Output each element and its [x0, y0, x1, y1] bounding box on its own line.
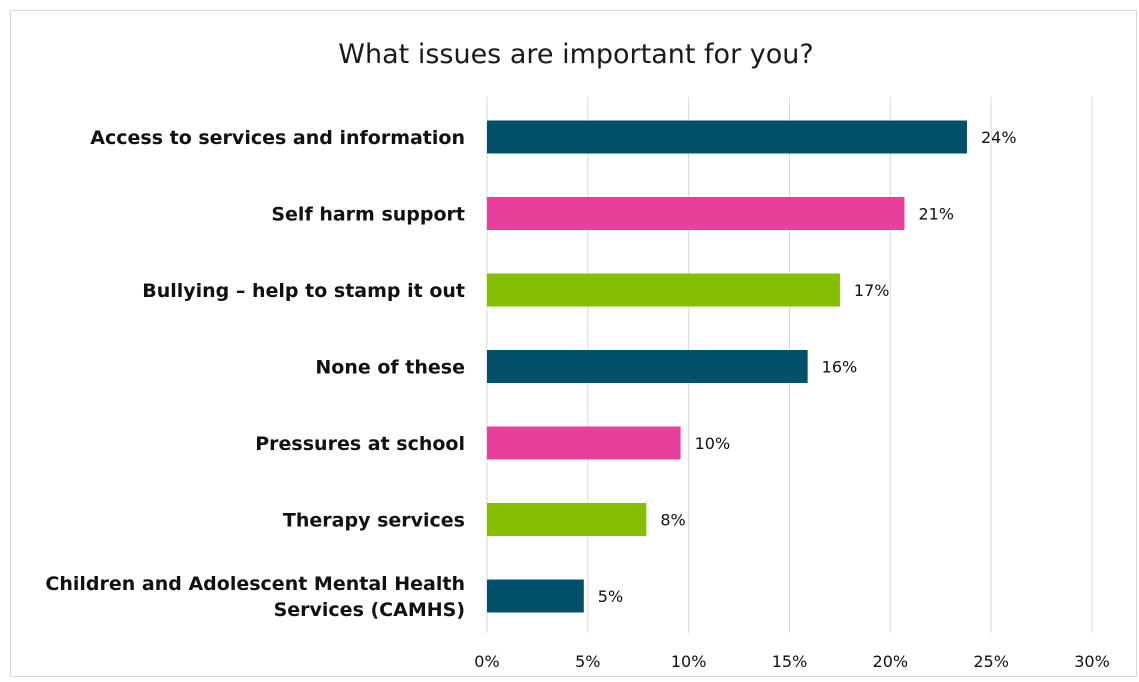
x-tick-label: 25%: [973, 652, 1009, 671]
x-tick-label: 20%: [873, 652, 909, 671]
category-label: Pressures at school: [255, 433, 465, 455]
category-labels: Access to services and information Self h…: [45, 127, 465, 621]
x-tick-label: 15%: [772, 652, 808, 671]
x-tick-label: 0%: [474, 652, 499, 671]
category-label: Therapy services: [283, 510, 465, 532]
bars: [487, 120, 967, 613]
x-tick-label: 30%: [1074, 652, 1110, 671]
data-label: 16%: [822, 358, 858, 377]
bar: [487, 426, 681, 460]
data-labels: 24% 21% 17% 16% 10% 8% 5%: [598, 128, 1017, 606]
data-label: 24%: [981, 128, 1017, 147]
x-tick-label: 10%: [671, 652, 707, 671]
bar: [487, 579, 584, 613]
chart-title: What issues are important for you?: [338, 39, 813, 70]
category-label: Access to services and information: [90, 127, 465, 149]
bar: [487, 503, 647, 536]
x-axis-tick-labels: 0% 5% 10% 15% 20% 25% 30%: [474, 652, 1109, 671]
bar: [487, 273, 840, 307]
category-label: None of these: [315, 357, 465, 379]
category-label: Children and Adolescent Mental Health Ser…: [45, 573, 465, 621]
x-tick-label: 5%: [575, 652, 600, 671]
data-label: 17%: [854, 281, 890, 300]
bar-chart: What issues are important for you? Acces…: [45, 39, 1109, 671]
data-label: 21%: [918, 205, 954, 224]
data-label: 5%: [598, 587, 623, 606]
chart-frame: What issues are important for you? Acces…: [10, 10, 1137, 677]
bar: [487, 350, 808, 383]
bar: [487, 120, 967, 154]
data-label: 10%: [695, 434, 731, 453]
data-label: 8%: [660, 511, 685, 530]
category-label: Self harm support: [271, 204, 465, 226]
category-label: Bullying – help to stamp it out: [142, 280, 465, 302]
bar: [487, 197, 905, 230]
